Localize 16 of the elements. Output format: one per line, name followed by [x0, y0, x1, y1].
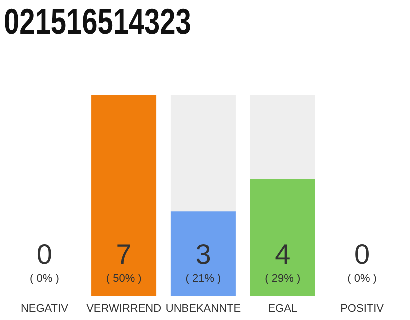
data-label: ( 0% )	[30, 273, 60, 285]
data-label: ( 21% )	[186, 273, 222, 285]
x-tick-label: UNBEKANNTE	[166, 302, 242, 315]
x-tick-label: POSITIV	[340, 302, 385, 315]
data-label: ( 29% )	[265, 273, 301, 285]
annotation: 4	[275, 239, 291, 270]
chart-title: 021516514323	[4, 0, 192, 44]
annotation: 0	[36, 239, 52, 270]
annotation: 3	[196, 239, 212, 270]
annotation: 7	[116, 239, 132, 270]
data-label: ( 0% )	[348, 273, 377, 285]
x-tick-label: NEGATIV	[20, 302, 70, 315]
data-label: ( 50% )	[106, 273, 142, 285]
x-tick-label: VERWIRREND	[86, 302, 162, 315]
annotation: 0	[354, 239, 370, 270]
x-tick-label: EGAL	[268, 302, 298, 315]
